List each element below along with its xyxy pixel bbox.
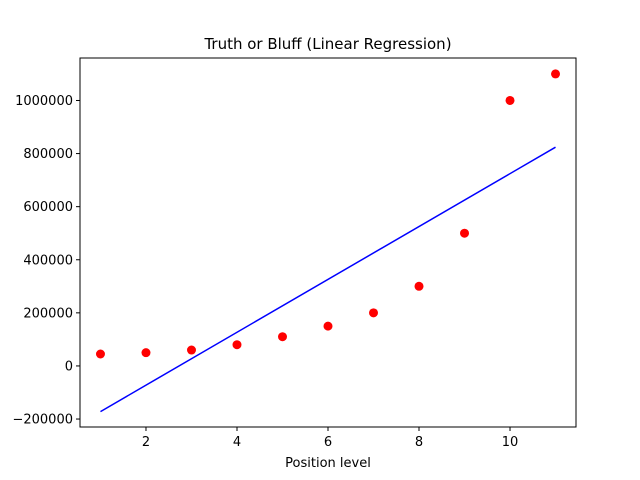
y-tick-label: 800000 — [23, 147, 73, 162]
x-tick-label: 4 — [233, 435, 241, 450]
data-point — [186, 345, 196, 355]
data-point — [232, 340, 242, 350]
y-tick-label: 400000 — [23, 253, 73, 268]
data-point — [369, 308, 378, 318]
data-point — [323, 321, 333, 331]
chart-title: Truth or Bluff (Linear Regression) — [203, 35, 451, 53]
axis-ticks: 2 4 6 8 10 −200000 0 200000 400000 600000 800000 10… — [12, 94, 518, 450]
x-tick-label: 2 — [142, 435, 150, 450]
x-tick-label: 6 — [324, 435, 332, 450]
y-tick-label: 1000000 — [15, 94, 73, 109]
data-point — [505, 95, 515, 105]
data-point — [141, 348, 151, 358]
y-tick-label: 600000 — [23, 200, 73, 215]
data-point — [278, 332, 287, 342]
data-point — [95, 349, 105, 359]
y-tick-label: 200000 — [23, 306, 73, 321]
y-tick-label: 0 — [65, 359, 73, 374]
x-tick-label: 8 — [415, 435, 423, 450]
x-axis-label: Position level — [285, 456, 371, 471]
data-point — [414, 281, 424, 291]
y-tick-label: −200000 — [12, 413, 73, 428]
regression-line — [100, 146, 556, 413]
x-tick-label: 10 — [502, 435, 519, 450]
data-point — [460, 228, 470, 238]
data-point — [551, 69, 561, 79]
plot-area — [95, 69, 561, 413]
